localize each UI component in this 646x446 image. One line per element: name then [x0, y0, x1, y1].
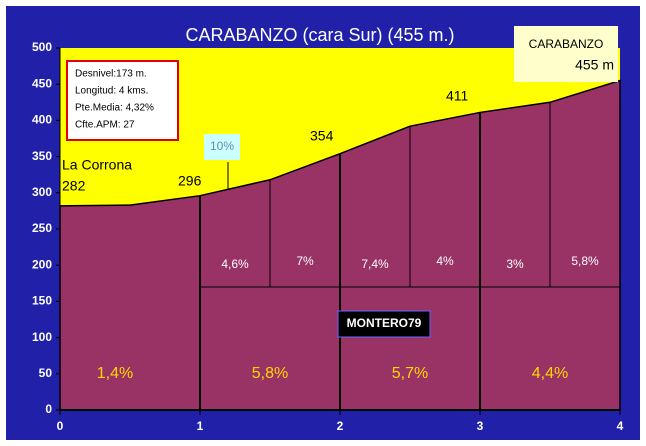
- y-tick-label: 50: [39, 366, 53, 380]
- x-tick-label: 1: [197, 419, 204, 433]
- chart-title: CARABANZO (cara Sur) (455 m.): [185, 25, 454, 45]
- watermark-box: [337, 310, 431, 338]
- half-km-gradient: 7,4%: [361, 257, 389, 271]
- watermark: MONTERO79: [347, 316, 422, 330]
- info-line: Longitud: 4 kms.: [75, 86, 148, 97]
- km-gradient: 5,7%: [392, 365, 428, 382]
- elevation-label: 411: [446, 88, 469, 104]
- km-gradient: 1,4%: [97, 365, 133, 382]
- start-name: La Corrona: [62, 157, 132, 173]
- y-tick-label: 100: [32, 330, 52, 344]
- km-gradient: 4,4%: [532, 365, 568, 382]
- y-tick-label: 0: [45, 402, 52, 416]
- x-tick-label: 4: [617, 419, 624, 433]
- half-km-gradient: 5,8%: [571, 254, 599, 268]
- y-tick-label: 300: [32, 185, 52, 199]
- elevation-label: 282: [62, 178, 86, 194]
- max-gradient: 10%: [210, 139, 234, 153]
- end-elevation: 455 m: [575, 57, 614, 73]
- end-box: [514, 26, 618, 82]
- y-tick-label: 450: [32, 76, 52, 90]
- info-line: Pte.Media: 4,32%: [75, 103, 154, 114]
- end-name: CARABANZO: [529, 37, 604, 51]
- elevation-label: 354: [310, 128, 334, 144]
- y-tick-label: 250: [32, 221, 52, 235]
- x-tick-label: 0: [57, 419, 64, 433]
- half-km-gradient: 4%: [436, 254, 454, 268]
- info-line: Cfte.APM: 27: [75, 120, 135, 131]
- y-tick-label: 200: [32, 257, 52, 271]
- half-km-gradient: 3%: [506, 257, 524, 271]
- x-tick-label: 2: [337, 419, 344, 433]
- km-gradient: 5,8%: [252, 365, 288, 382]
- info-box: [66, 60, 179, 141]
- half-km-gradient: 7%: [296, 254, 314, 268]
- y-tick-label: 350: [32, 149, 52, 163]
- elevation-label: 296: [178, 173, 202, 189]
- half-km-gradient: 4,6%: [221, 257, 249, 271]
- y-tick-label: 500: [32, 40, 52, 54]
- y-tick-label: 150: [32, 294, 52, 308]
- x-tick-label: 3: [477, 419, 484, 433]
- callout-box: [204, 134, 240, 160]
- info-line: Desnivel:173 m.: [75, 69, 147, 80]
- y-tick-label: 400: [32, 113, 52, 127]
